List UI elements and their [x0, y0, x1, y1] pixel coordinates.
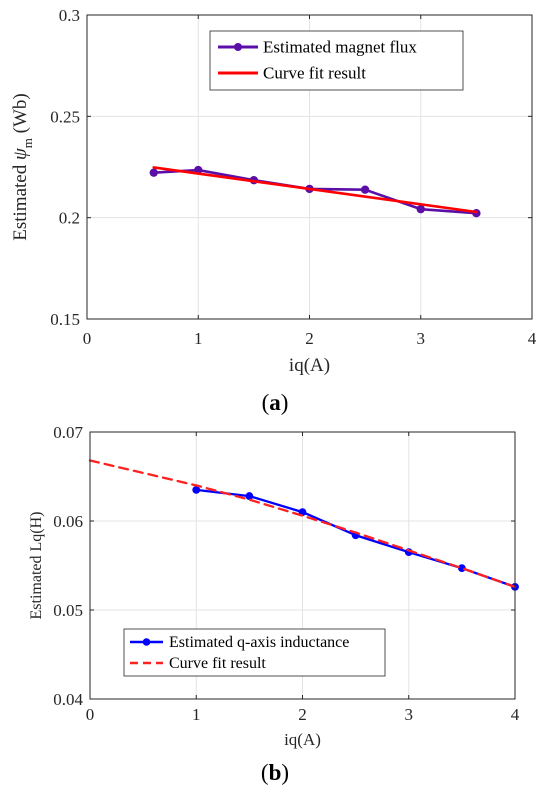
chart-a-series-line-1	[152, 166, 478, 214]
chart-b-data-point	[457, 564, 466, 573]
chart-b-data-point	[245, 492, 254, 500]
chart-a-x-tick-label: 2	[305, 329, 314, 348]
chart-a-y-axis-label-prefix: Estimated	[10, 160, 31, 241]
chart-a-legend: Estimated magnet flux Curve fit result	[209, 30, 464, 91]
chart-b-y-axis-label: Estimated Lq(H)	[28, 512, 45, 620]
chart-b-x-tick-labels: 0 1 2 3 4	[86, 705, 520, 724]
chart-b-panel-label: (b)	[261, 760, 289, 785]
chart-a-y-axis-label-symbol: ψ	[10, 147, 31, 160]
chart-a-legend-label-flux: Estimated magnet flux	[263, 38, 417, 57]
chart-b-x-tick-label: 4	[511, 705, 520, 724]
chart-a-legend-marker-flux	[234, 43, 242, 51]
chart-b-legend-marker-inductance	[142, 638, 151, 646]
chart-b-y-tick-label: 0.07	[53, 423, 83, 442]
chart-a-x-tick-label: 3	[417, 329, 426, 348]
chart-b-x-tick-label: 2	[298, 705, 307, 724]
chart-a-x-tick-label: 1	[194, 329, 203, 348]
chart-a-y-axis-label-subscript: m	[20, 138, 35, 148]
chart-b-panel-letter: b	[269, 760, 282, 785]
chart-a-data-point	[149, 168, 158, 177]
chart-a-y-axis-label-unit: (Wb)	[10, 93, 31, 138]
chart-b-x-tick-label: 0	[86, 705, 95, 724]
chart-a-x-tick-label: 0	[83, 329, 92, 348]
chart-b-data-point	[192, 485, 201, 494]
chart-b-series-layer	[88, 459, 519, 591]
chart-a-series-layer	[149, 165, 481, 218]
chart-b-y-tick-label: 0.04	[53, 690, 83, 709]
chart-a-y-axis-label: Estimated ψm (Wb)	[10, 93, 35, 241]
chart-a-data-point	[416, 204, 425, 214]
chart-a-legend-box	[209, 30, 464, 91]
chart-b-panel-close-paren: )	[281, 760, 289, 785]
chart-a: 0 1 2 3 4 0.15 0.2 0.25 0.3 iq(A) Estima…	[10, 6, 537, 415]
chart-a-x-tick-labels: 0 1 2 3 4	[83, 329, 537, 348]
chart-a-y-tick-labels: 0.15 0.2 0.25 0.3	[50, 6, 80, 329]
chart-a-tick-marks	[86, 14, 533, 320]
chart-a-panel-close-paren: )	[281, 390, 289, 415]
chart-b-legend-label-inductance: Estimated q-axis inductance	[169, 634, 349, 651]
chart-a-x-tick-label: 4	[528, 329, 537, 348]
chart-a-series-line-0	[152, 168, 478, 215]
chart-b-x-axis-label: iq(A)	[284, 730, 321, 749]
chart-b-x-tick-label: 1	[192, 705, 201, 724]
chart-b: 0 1 2 3 4 0.04 0.05 0.06 0.07 iq(A) Esti…	[28, 423, 520, 785]
chart-b-y-tick-label: 0.05	[53, 601, 83, 620]
chart-a-y-tick-label: 0.25	[50, 107, 80, 126]
chart-b-panel-open-paren: (	[261, 760, 269, 785]
chart-a-panel-label: (a)	[262, 390, 289, 415]
chart-a-y-tick-label: 0.2	[59, 209, 80, 228]
chart-b-legend-label-fit: Curve fit result	[169, 655, 266, 672]
chart-b-tick-marks	[89, 431, 516, 700]
chart-b-legend: Estimated q-axis inductance Curve fit re…	[123, 628, 386, 677]
chart-b-x-tick-label: 3	[405, 705, 414, 724]
chart-a-legend-label-fit: Curve fit result	[263, 64, 366, 83]
chart-b-y-tick-labels: 0.04 0.05 0.06 0.07	[53, 423, 83, 709]
chart-b-legend-box	[123, 628, 386, 677]
chart-a-x-axis-label: iq(A)	[289, 355, 330, 376]
chart-a-panel-open-paren: (	[262, 390, 270, 415]
chart-b-y-tick-label: 0.06	[53, 512, 83, 531]
chart-b-series-line-1	[88, 459, 517, 589]
chart-a-panel-letter: a	[269, 390, 281, 415]
chart-a-y-tick-label: 0.15	[50, 310, 80, 329]
chart-a-y-tick-label: 0.3	[59, 6, 80, 25]
chart-a-data-point	[360, 185, 370, 194]
